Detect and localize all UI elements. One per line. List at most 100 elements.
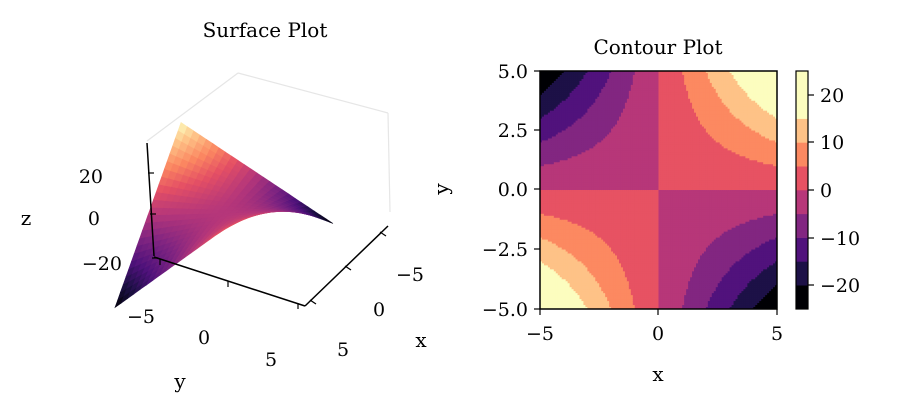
contour-band-cell (583, 184, 586, 187)
contour-band-cell (577, 267, 580, 270)
contour-band-cell (545, 223, 549, 227)
contour-band-cell (581, 146, 584, 149)
contour-band-cell (589, 205, 592, 209)
contour-band-cell (579, 108, 582, 112)
contour-band-cell (581, 245, 584, 249)
contour-band-cell (585, 136, 588, 139)
contour-band-cell (581, 120, 584, 124)
contour-band-cell (547, 182, 551, 185)
contour-band-cell (587, 295, 590, 298)
contour-band-cell (587, 305, 590, 308)
contour-band-cell (563, 76, 567, 80)
contour-band-cell (549, 231, 553, 235)
contour-band-cell (553, 237, 557, 241)
contour-band-cell (569, 108, 573, 112)
contour-band-cell (549, 170, 553, 173)
contour-band-cell (541, 277, 545, 280)
contour-band-cell (563, 174, 567, 177)
contour-band-cell (579, 92, 582, 96)
contour-band-cell (551, 132, 555, 135)
contour-band-cell (545, 241, 549, 245)
contour-band-cell (541, 164, 545, 167)
contour-band-cell (540, 100, 543, 104)
contour-band-cell (555, 80, 559, 84)
contour-band-cell (551, 237, 555, 241)
contour-band-cell (573, 279, 577, 282)
contour-band-cell (553, 78, 557, 82)
contour-band-cell (579, 281, 582, 284)
contour-band-cell (575, 251, 579, 254)
contour-band-cell (589, 100, 592, 104)
contour-band-cell (555, 289, 559, 292)
contour-band-cell (587, 217, 590, 221)
contour-band-cell (543, 114, 547, 118)
contour-band-cell (561, 160, 565, 163)
contour-band-cell (573, 160, 577, 163)
contour-band-cell (561, 191, 565, 195)
contour-band-cell (555, 205, 559, 209)
contour-band-cell (561, 197, 565, 201)
contour-band-cell (559, 201, 563, 205)
contour-band-cell (543, 188, 547, 191)
contour-band-cell (571, 213, 575, 217)
contour-band-cell (579, 90, 582, 94)
contour-band-cell (549, 259, 553, 262)
contour-band-cell (557, 88, 561, 92)
contour-band-cell (551, 201, 555, 205)
contour-band-cell (571, 162, 575, 165)
contour-band-cell (577, 215, 580, 219)
contour-band-cell (565, 122, 569, 126)
contour-band-cell (569, 305, 573, 308)
contour-band-cell (565, 180, 569, 183)
contour-band-cell (555, 140, 559, 143)
contour-band-cell (569, 267, 573, 270)
contour-band-cell (573, 277, 577, 280)
contour-band-cell (567, 235, 571, 239)
contour-band-cell (565, 197, 569, 201)
contour-band-cell (587, 86, 590, 90)
contour-band-cell (587, 269, 590, 272)
contour-band-cell (551, 172, 555, 175)
contour-band-cell (563, 283, 567, 286)
contour-band-cell (573, 291, 577, 294)
contour-band-cell (559, 247, 563, 250)
contour-band-cell (579, 84, 582, 88)
contour-band-cell (547, 92, 551, 96)
contour-band-cell (551, 158, 555, 161)
contour-band-cell (543, 223, 547, 227)
contour-band-cell (559, 261, 563, 264)
contour-band-cell (579, 142, 582, 145)
contour-band-cell (547, 305, 551, 308)
contour-band-cell (547, 223, 551, 227)
contour-band-cell (569, 158, 573, 161)
contour-band-cell (553, 132, 557, 135)
contour-band-cell (571, 160, 575, 163)
contour-band-cell (543, 277, 547, 280)
contour-band-cell (573, 178, 577, 181)
contour-band-cell (559, 213, 563, 217)
contour-band-cell (573, 122, 577, 126)
contour-band-cell (563, 249, 567, 252)
contour-band-cell (575, 156, 579, 159)
contour-band-cell (575, 186, 579, 189)
contour-band-cell (573, 88, 577, 92)
contour-band-cell (569, 176, 573, 179)
contour-band-cell (563, 72, 567, 76)
contour-band-cell (585, 239, 588, 243)
contour-band-cell (589, 144, 592, 147)
contour-band-cell (559, 86, 563, 90)
contour-band-cell (571, 144, 575, 147)
contour-band-cell (585, 269, 588, 272)
contour-band-cell (547, 275, 551, 278)
contour-band-cell (559, 285, 563, 288)
contour-band-cell (545, 98, 549, 102)
contour-band-cell (587, 239, 590, 243)
contour-band-cell (571, 150, 575, 153)
contour-band-cell (589, 225, 592, 229)
contour-band-cell (543, 245, 547, 249)
contour-band-cell (577, 197, 580, 201)
contour-band-cell (549, 152, 553, 155)
contour-band-cell (573, 86, 577, 90)
contour-band-cell (581, 217, 584, 221)
contour-band-cell (579, 122, 582, 126)
